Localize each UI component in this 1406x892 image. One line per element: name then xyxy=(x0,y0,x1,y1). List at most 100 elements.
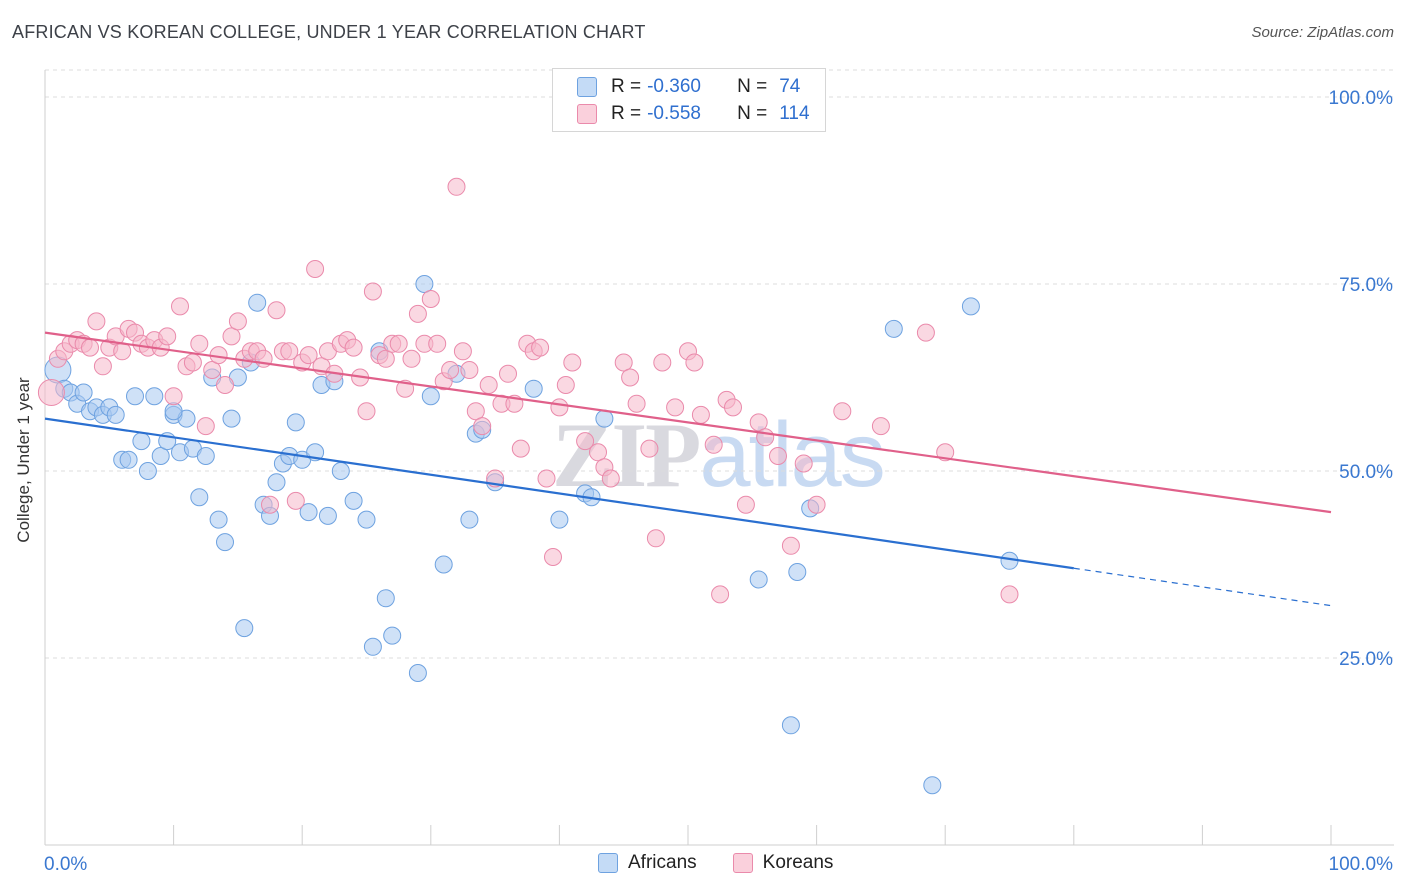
africans-point xyxy=(550,510,569,529)
koreans-point xyxy=(736,495,755,514)
africans-point xyxy=(318,506,337,525)
koreans-point xyxy=(428,334,447,353)
africans-point xyxy=(138,462,157,480)
koreans-point xyxy=(576,432,595,451)
koreans-point xyxy=(441,361,460,379)
koreans-point xyxy=(344,338,363,357)
koreans-point xyxy=(653,353,672,372)
koreans-point xyxy=(1000,585,1019,604)
koreans-point xyxy=(113,342,132,361)
koreans-point xyxy=(261,495,279,514)
koreans-point xyxy=(685,353,704,372)
koreans-point xyxy=(601,469,620,488)
y-axis-label: College, Under 1 year xyxy=(14,377,33,543)
watermark-atlas: atlas xyxy=(699,404,885,506)
koreans-point xyxy=(171,297,189,316)
africans-point xyxy=(884,319,903,338)
koreans-point xyxy=(556,376,575,394)
africans-point xyxy=(196,447,215,465)
africans-point xyxy=(222,409,241,428)
africans-point xyxy=(74,383,93,402)
koreans-point xyxy=(479,376,498,394)
source-credit: Source: ZipAtlas.com xyxy=(1251,24,1394,41)
koreans-point xyxy=(794,454,813,473)
koreans-r-label: R = xyxy=(611,103,642,124)
koreans-point xyxy=(589,443,607,462)
koreans-n-value: 114 xyxy=(779,103,810,124)
koreans-point xyxy=(183,353,202,372)
koreans-point xyxy=(511,439,530,458)
koreans-point xyxy=(196,417,215,436)
africans-trend-line xyxy=(44,417,1074,570)
africans-point xyxy=(216,533,234,552)
koreans-point xyxy=(363,282,382,301)
africans-point xyxy=(781,716,800,735)
africans-point xyxy=(344,491,363,510)
koreans-point xyxy=(453,342,472,361)
y-tick-label: 100.0% xyxy=(1329,88,1394,109)
koreans-point xyxy=(37,379,65,406)
africans-point xyxy=(460,510,479,529)
africans-n-label: N = xyxy=(737,76,768,97)
koreans-point xyxy=(499,364,517,383)
africans-point xyxy=(331,462,350,480)
africans-point xyxy=(923,776,942,795)
trend-lines xyxy=(44,331,1332,607)
koreans-point xyxy=(222,327,241,346)
koreans-point xyxy=(749,413,768,432)
koreans-point xyxy=(640,439,659,458)
africans-point xyxy=(119,450,138,469)
y-tick-label: 50.0% xyxy=(1339,462,1393,483)
koreans-point xyxy=(781,536,800,555)
y-tick-label: 75.0% xyxy=(1339,275,1393,296)
africans-point xyxy=(357,510,376,529)
africans-point xyxy=(408,664,427,682)
koreans-point xyxy=(299,346,318,365)
legend-item-koreans[interactable]: Koreans xyxy=(732,852,833,874)
koreans-point xyxy=(93,357,112,376)
koreans-point xyxy=(402,349,421,368)
africans-point xyxy=(363,637,382,656)
y-tick-label: 25.0% xyxy=(1339,649,1393,670)
koreans-point xyxy=(357,402,376,421)
africans-point xyxy=(415,275,434,293)
africans-swatch xyxy=(577,77,597,97)
koreans-point xyxy=(164,387,183,406)
koreans-point xyxy=(158,327,177,346)
koreans-point xyxy=(563,353,582,372)
koreans-point xyxy=(466,402,485,421)
africans-point xyxy=(190,488,209,507)
koreans-point xyxy=(460,361,479,379)
series-koreans xyxy=(37,177,1019,604)
africans-point xyxy=(132,432,151,451)
koreans-point xyxy=(376,349,395,368)
koreans-r-value: -0.558 xyxy=(647,103,701,124)
africans-point xyxy=(235,619,254,638)
koreans-point xyxy=(473,417,492,436)
koreans-point xyxy=(544,548,562,566)
koreans-point xyxy=(286,491,305,510)
legend-row-africans: R = -0.360 N = 74 xyxy=(577,75,800,99)
africans-point xyxy=(145,387,164,406)
koreans-point xyxy=(646,529,665,548)
africans-point xyxy=(126,387,144,406)
africans-point xyxy=(286,413,305,432)
legend-item-africans[interactable]: Africans xyxy=(598,852,697,874)
chart-title: AFRICAN VS KOREAN COLLEGE, UNDER 1 YEAR … xyxy=(12,22,646,42)
y-axis-label-wrap: College, Under 1 year xyxy=(14,295,34,542)
legend-africans-label: Africans xyxy=(628,852,697,873)
legend-africans-swatch xyxy=(598,853,618,873)
africans-n-value: 74 xyxy=(779,76,801,97)
legend-koreans-swatch xyxy=(732,853,753,873)
africans-point xyxy=(749,570,768,589)
koreans-point xyxy=(711,585,730,604)
tick-labels: 25.0% 50.0% 75.0% 100.0% 0.0% 100.0% xyxy=(44,88,1393,875)
x-tick-label-min: 0.0% xyxy=(44,854,87,875)
africans-point xyxy=(788,563,807,581)
koreans-point xyxy=(916,323,935,342)
africans-r-label: R = xyxy=(611,76,642,97)
africans-point xyxy=(376,589,395,608)
koreans-point xyxy=(228,312,247,331)
koreans-n-label: N = xyxy=(737,103,768,124)
